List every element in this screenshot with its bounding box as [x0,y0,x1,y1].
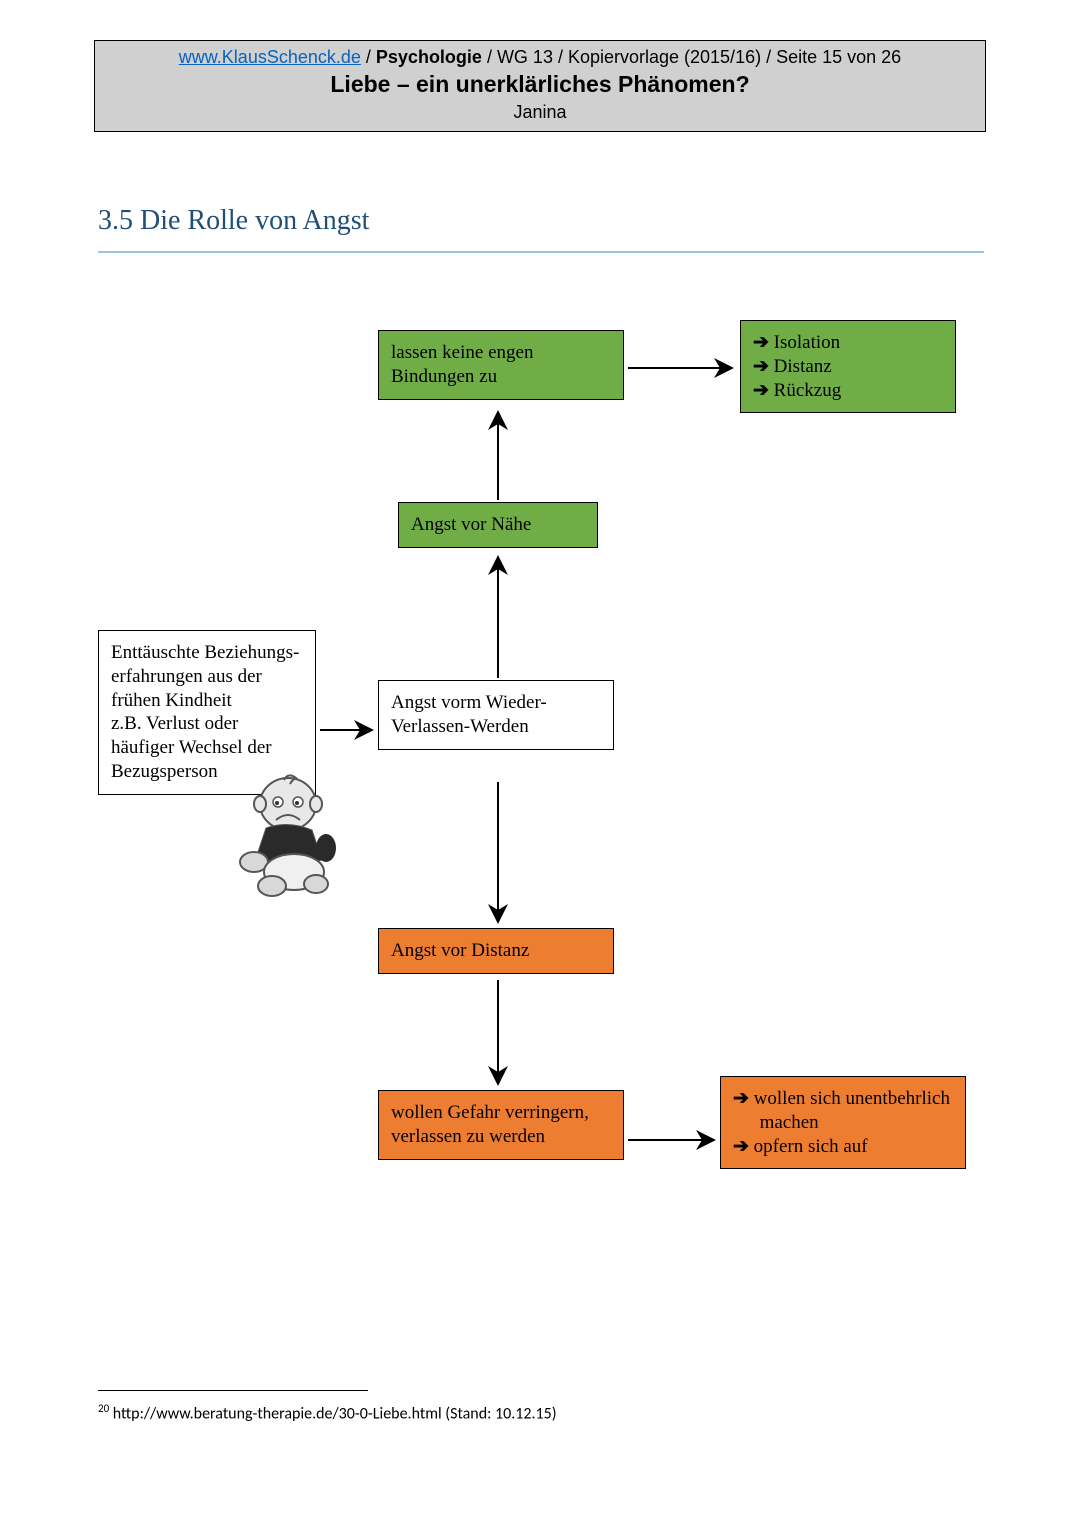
header-rest: / WG 13 / Kopiervorlage (2015/16) / Seit… [482,47,901,67]
footnote-text: http://www.beratung-therapie.de/30-0-Lie… [109,1404,556,1423]
node-fear-near: Angst vor Nähe [398,502,598,548]
footnote-separator [98,1390,368,1391]
header-sep1: / [361,47,376,67]
outcome-withdrawal: Rückzug [753,379,943,403]
footnote-number: 20 [98,1402,109,1415]
baby-icon [226,770,356,900]
page-header: www.KlausSchenck.de / Psychologie / WG 1… [94,40,986,132]
header-subject: Psychologie [376,47,482,67]
node-fear-again: Angst vorm Wieder-Verlassen-Werden [378,680,614,750]
outcome-distance: Distanz [753,355,943,379]
node-bot-outcome: wollen sich unentbehrlich machen opfern … [720,1076,966,1169]
footnote: 20 http://www.beratung-therapie.de/30-0-… [98,1402,557,1423]
header-link[interactable]: www.KlausSchenck.de [179,47,361,67]
top-outcome-list: Isolation Distanz Rückzug [753,331,943,402]
node-top-outcome: Isolation Distanz Rückzug [740,320,956,413]
node-fear-dist: Angst vor Distanz [378,928,614,974]
outcome-indispensable: wollen sich unentbehrlich machen [733,1087,953,1135]
header-title: Liebe – ein unerklärliches Phänomen? [103,69,977,100]
header-author: Janina [103,100,977,124]
section-heading: 3.5 Die Rolle von Angst [98,205,984,253]
node-bot-behavior: wollen Gefahr verringern, verlassen zu w… [378,1090,624,1160]
header-meta: www.KlausSchenck.de / Psychologie / WG 1… [103,45,977,69]
outcome-sacrifice: opfern sich auf [733,1135,953,1159]
node-top-behavior: lassen keine engen Bindungen zu [378,330,624,400]
outcome-isolation: Isolation [753,331,943,355]
